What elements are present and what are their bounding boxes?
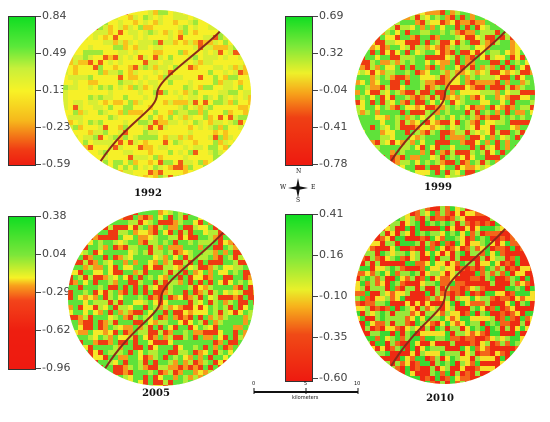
- scale-zero-label: 0: [252, 381, 256, 387]
- tick-label: 0.32: [313, 46, 344, 59]
- scale-mid-label: 5: [304, 381, 308, 387]
- tick-label: -0.29: [35, 285, 71, 298]
- tick-label: -0.41: [312, 120, 348, 133]
- tick-label: -0.96: [35, 361, 71, 374]
- compass-e-label: E: [311, 184, 316, 191]
- colorbar-1992: [8, 16, 36, 166]
- scale-max-label: 10: [354, 381, 361, 387]
- year-label-1999: 1999: [424, 182, 452, 193]
- tick-label: -0.23: [35, 120, 71, 133]
- scale-unit-label: kilometers: [292, 395, 319, 401]
- colorbar-1999: [285, 16, 313, 166]
- tick-label: -0.62: [35, 323, 71, 336]
- tick-label: 0.13: [36, 83, 67, 96]
- ndvi-map-2010: [355, 206, 535, 384]
- tick-label: -0.78: [312, 157, 348, 170]
- tick-label: 0.38: [36, 209, 67, 222]
- colorbar-2005: [8, 216, 36, 370]
- tick-label: -0.60: [312, 371, 348, 384]
- ndvi-map-1999: [355, 10, 535, 178]
- tick-label: 0.41: [313, 207, 344, 220]
- colorbar-2010: [285, 214, 313, 382]
- ndvi-map-1992: [63, 10, 251, 178]
- tick-label: 0.16: [313, 248, 344, 261]
- tick-label: -0.10: [312, 289, 348, 302]
- compass-w-label: W: [280, 184, 287, 191]
- compass-s-label: S: [296, 197, 301, 204]
- year-label-2010: 2010: [426, 393, 454, 404]
- tick-label: 0.04: [36, 247, 67, 260]
- year-label-2005: 2005: [142, 388, 170, 399]
- tick-label: -0.35: [312, 330, 348, 343]
- tick-label: 0.84: [36, 9, 67, 22]
- compass-n-label: N: [296, 168, 302, 175]
- ndvi-map-2005: [68, 210, 254, 386]
- tick-label: -0.59: [35, 157, 71, 170]
- tick-label: 0.69: [313, 9, 344, 22]
- year-label-1992: 1992: [134, 188, 162, 199]
- tick-label: -0.04: [312, 83, 348, 96]
- tick-label: 0.49: [36, 46, 67, 59]
- scale-bar: 0 5 10 kilometers: [252, 381, 364, 405]
- north-arrow-compass-icon: N S W E: [280, 168, 316, 204]
